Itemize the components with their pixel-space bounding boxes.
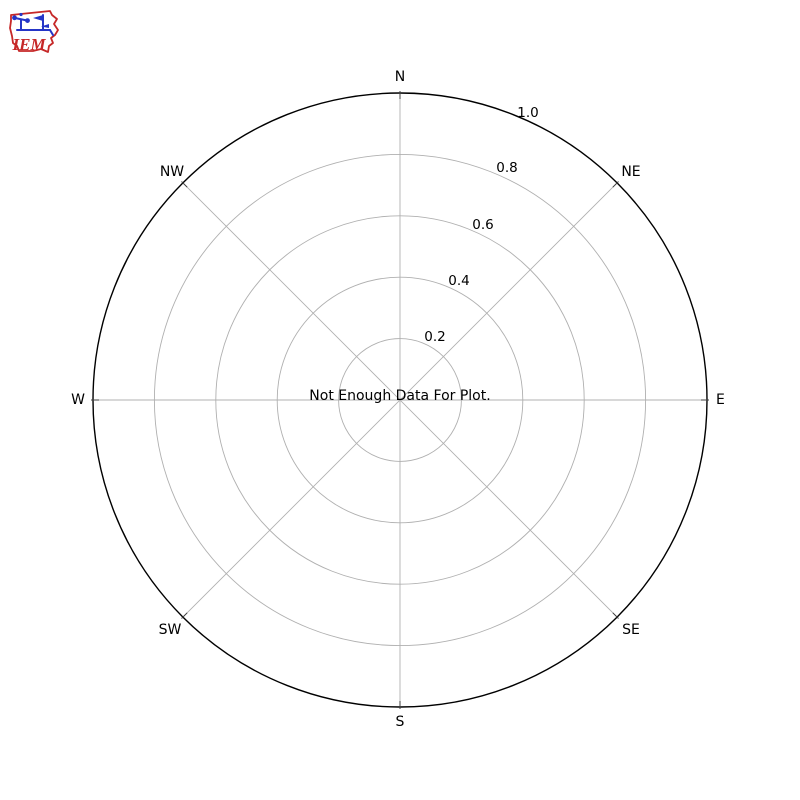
direction-label-se: SE <box>622 622 640 638</box>
direction-spokes <box>93 93 707 707</box>
radial-tick-0.8: 0.8 <box>496 160 517 176</box>
weather-station-icon-details <box>12 12 49 28</box>
direction-label-sw: SW <box>159 622 182 638</box>
direction-label-s: S <box>396 714 405 730</box>
radial-tick-labels: 0.2 0.4 0.6 0.8 1.0 <box>424 105 538 345</box>
radial-tick-1.0: 1.0 <box>517 105 538 121</box>
radial-tick-0.4: 0.4 <box>448 273 469 289</box>
spoke-nw-se <box>182 182 618 618</box>
direction-labels: N NE E SE S SW W NW <box>71 69 725 730</box>
no-data-message: Not Enough Data For Plot. <box>309 388 490 404</box>
compass-tick-marks <box>91 91 709 709</box>
direction-label-e: E <box>716 392 725 408</box>
direction-label-nw: NW <box>160 164 184 180</box>
direction-label-w: W <box>71 392 85 408</box>
iem-logo: IEM <box>9 10 59 54</box>
direction-label-n: N <box>395 69 405 85</box>
iem-logo-text: IEM <box>12 35 47 54</box>
direction-label-ne: NE <box>621 164 640 180</box>
radial-tick-0.6: 0.6 <box>472 217 493 233</box>
weather-station-icon <box>14 14 54 36</box>
radial-tick-0.2: 0.2 <box>424 329 445 345</box>
